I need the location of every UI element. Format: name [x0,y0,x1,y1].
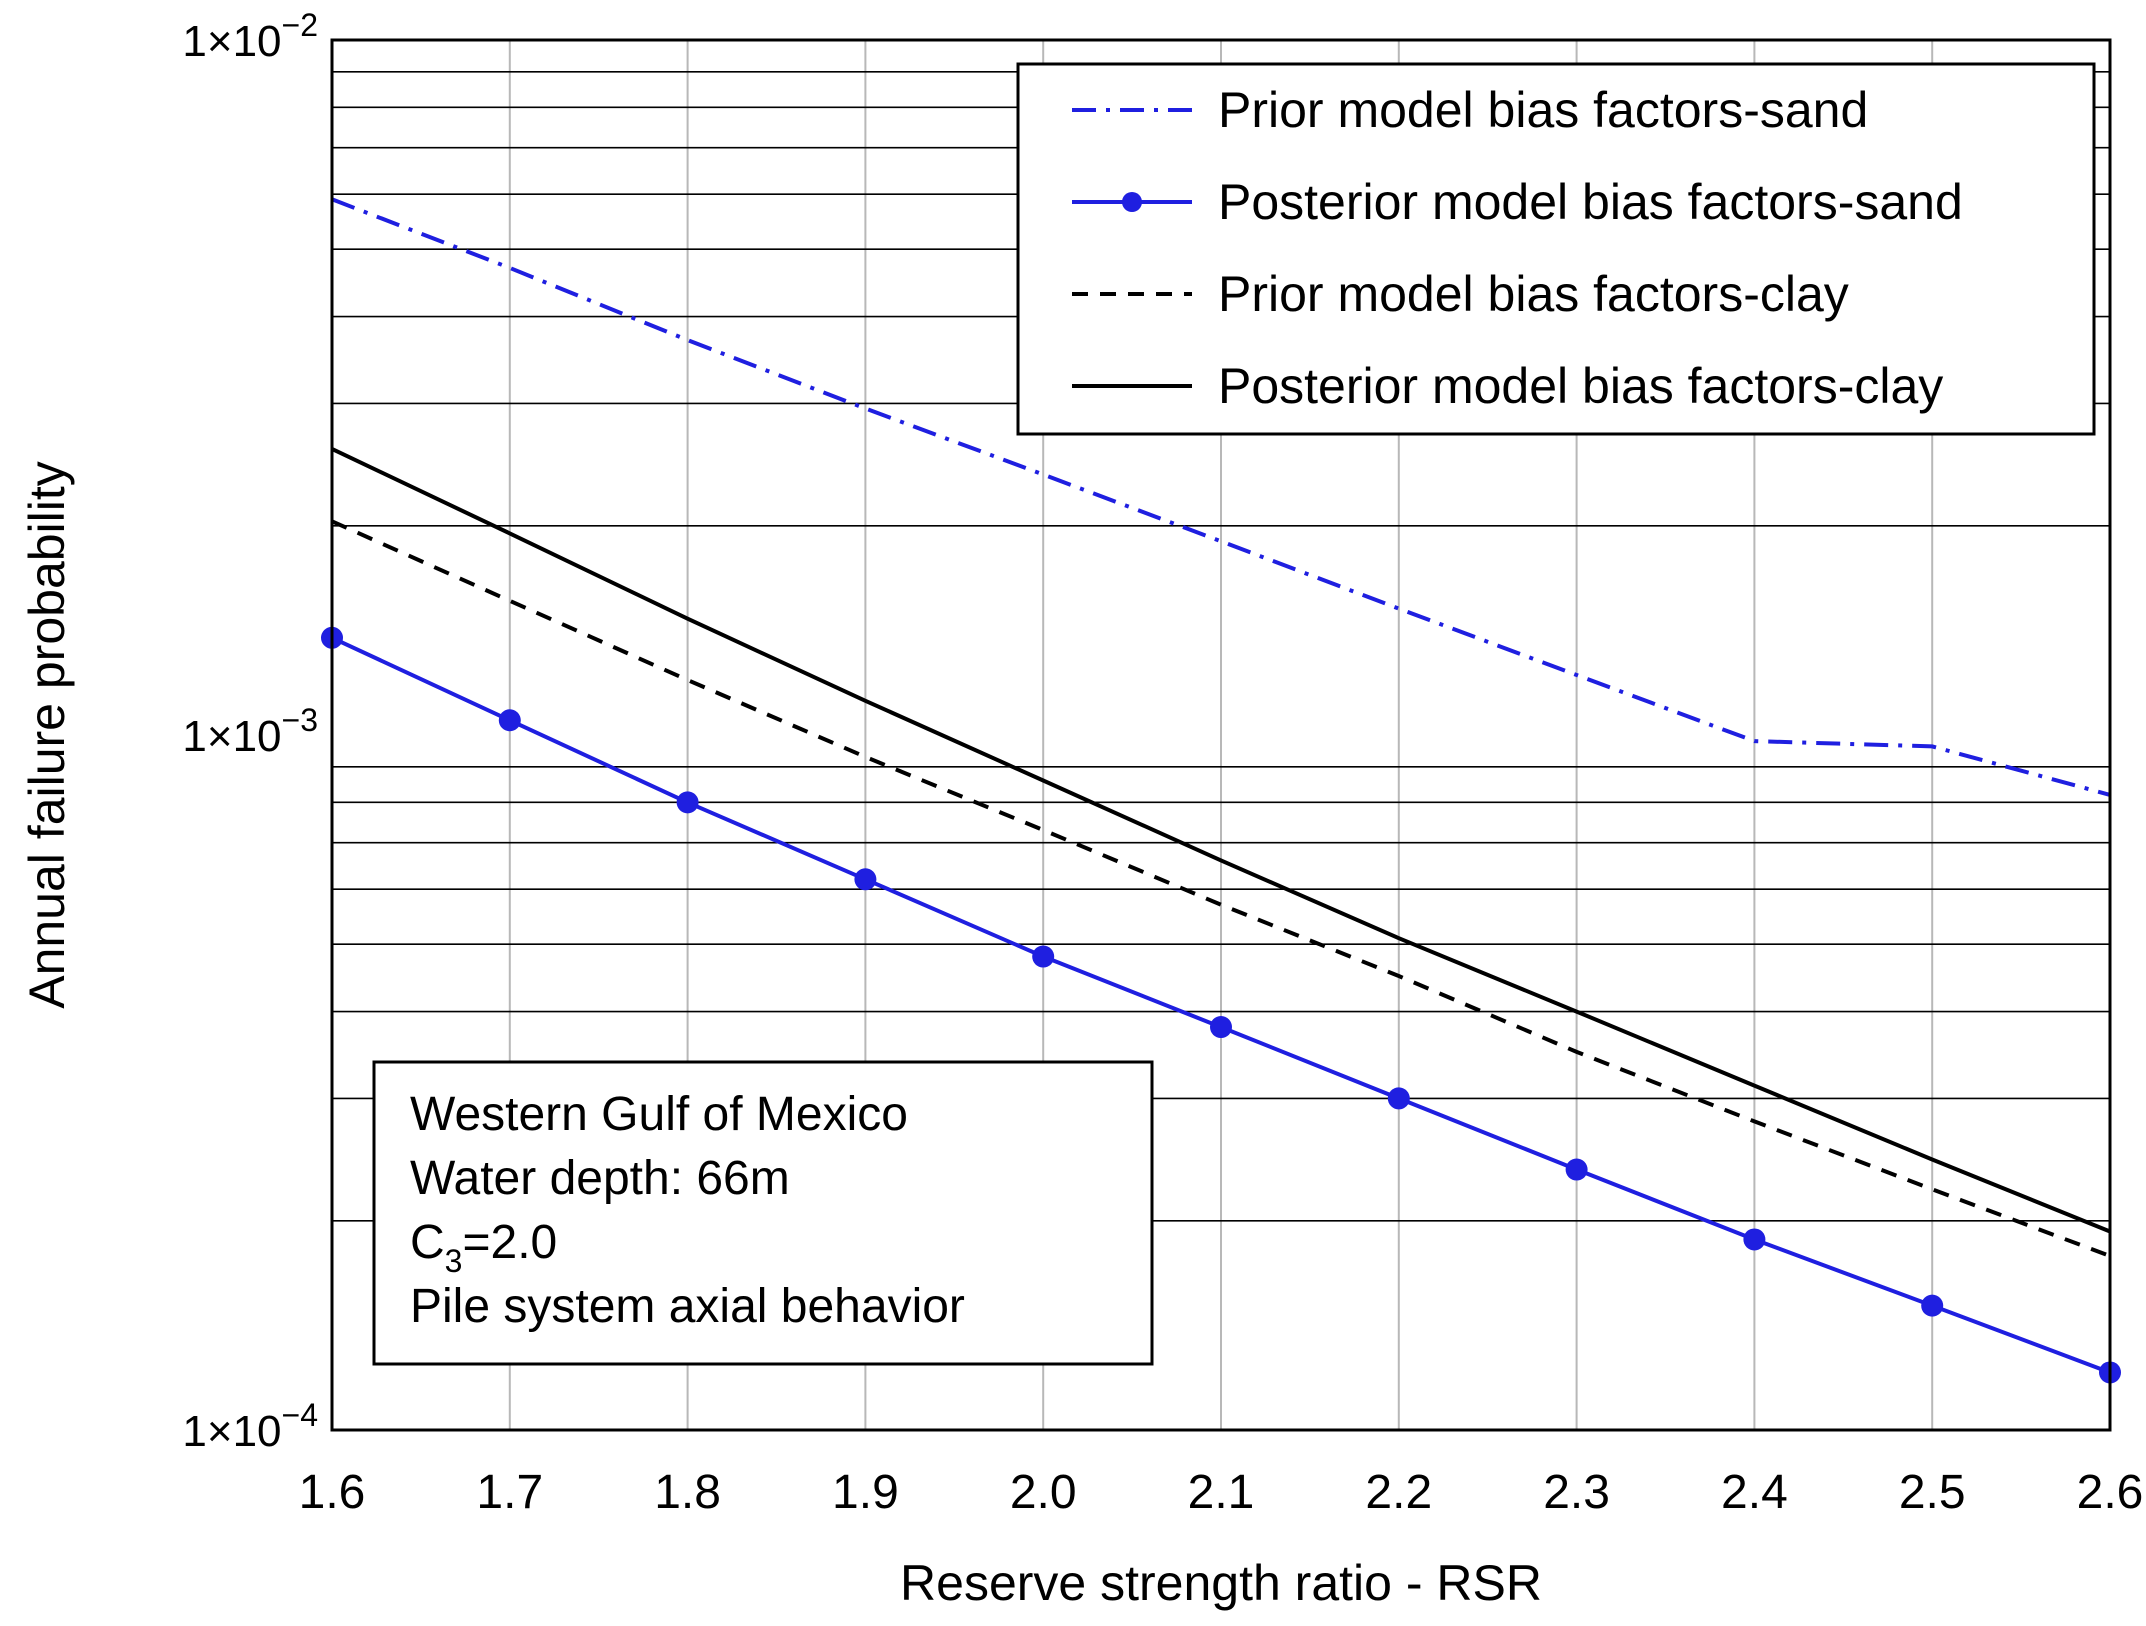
series-3 [331,447,2111,1234]
data-point [1743,1228,1766,1251]
legend-label-prior-clay: Prior model bias factors-clay [1218,266,1849,322]
x-tick-label: 2.1 [1188,1466,1255,1519]
series-layer [321,197,2121,1384]
data-point [498,709,521,732]
y-tick-label: 1×10−3 [182,702,318,761]
legend-box [1016,62,2096,436]
annotation-c3-value: =2.0 [462,1216,557,1269]
y-tick-label: 1×10−2 [182,7,318,66]
data-point [1032,945,1055,968]
y-axis-title: Annual failure probability [19,461,75,1009]
legend-marker-posterior-sand [1122,192,1142,212]
legend-label-posterior-sand: Posterior model bias factors-sand [1218,174,1963,230]
annotation-frame [372,1060,1154,1366]
annotation-behavior: Pile system axial behavior [410,1280,965,1333]
y-tick-labels: 1×10−2 1×10−3 1×10−4 [182,7,318,1456]
legend-label-prior-sand: Prior model bias factors-sand [1218,82,1868,138]
x-tick-label: 1.6 [299,1466,366,1519]
legend-item-posterior-clay: Posterior model bias factors-clay [1072,358,1943,414]
data-point [854,868,877,891]
data-point [1921,1294,1944,1317]
x-tick-labels: 1.6 1.7 1.8 1.9 2.0 2.1 2.2 2.3 2.4 2.5 2.6 [299,1466,2144,1519]
annotation-c3-symbol: C [410,1216,445,1269]
x-tick-label: 2.3 [1543,1466,1610,1519]
annotation-location: Western Gulf of Mexico [410,1088,908,1141]
x-tick-label: 2.5 [1899,1466,1966,1519]
data-point [1387,1087,1410,1110]
legend-label-posterior-clay: Posterior model bias factors-clay [1218,358,1943,414]
annotation-box: Western Gulf of Mexico Water depth: 66m … [372,1060,1154,1366]
annotation-c3: C3=2.0 [410,1216,557,1279]
legend-item-prior-sand: Prior model bias factors-sand [1072,82,1868,138]
x-tick-label: 2.6 [2077,1466,2144,1519]
x-tick-label: 1.9 [832,1466,899,1519]
x-tick-label: 2.2 [1365,1466,1432,1519]
legend-item-prior-clay: Prior model bias factors-clay [1072,266,1849,322]
annotation-c3-subscript: 3 [445,1243,463,1279]
data-point [1565,1158,1588,1181]
annotation-water-depth: Water depth: 66m [410,1152,790,1205]
series-2 [331,519,2111,1258]
x-tick-label: 1.8 [654,1466,721,1519]
plot-frame [330,38,2112,1432]
series-line [331,519,2111,1258]
x-tick-label: 2.0 [1010,1466,1077,1519]
legend: Prior model bias factors-sand Posterior … [1016,62,2096,436]
series-1 [321,626,2121,1384]
x-axis-title: Reserve strength ratio - RSR [900,1555,1542,1611]
data-point [676,791,699,814]
x-tick-label: 1.7 [476,1466,543,1519]
data-point [1210,1016,1232,1039]
y-tick-label: 1×10−4 [182,1397,318,1456]
legend-item-posterior-sand: Posterior model bias factors-sand [1072,174,1963,230]
x-tick-label: 2.4 [1721,1466,1788,1519]
series-line [331,447,2111,1234]
